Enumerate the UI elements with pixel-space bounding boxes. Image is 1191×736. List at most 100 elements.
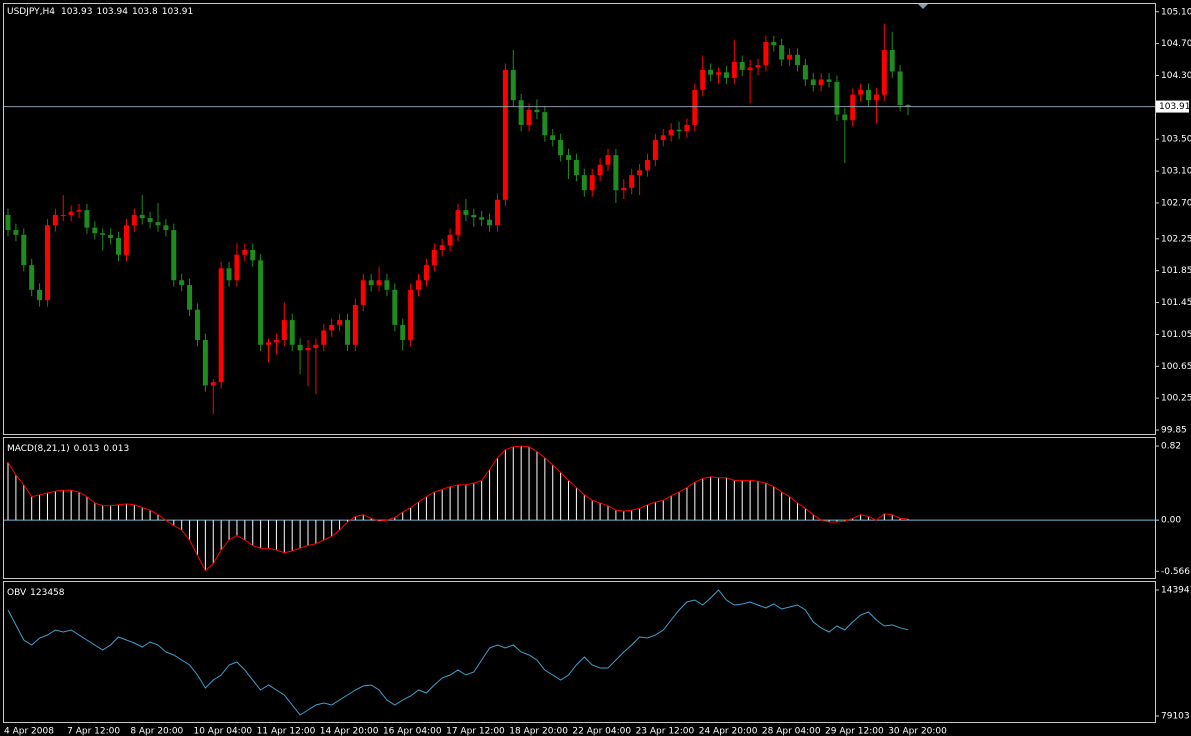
- candle-body: [179, 280, 185, 286]
- y-tick-label: 104.30: [1161, 71, 1191, 81]
- candle-body: [321, 330, 327, 345]
- candle-body: [873, 94, 879, 101]
- candle-body: [747, 67, 753, 70]
- candle-body: [566, 155, 572, 160]
- candle-body: [187, 285, 193, 310]
- x-tick-label: 18 Apr 20:00: [509, 727, 568, 736]
- candle-body: [487, 219, 493, 226]
- candle-body: [329, 324, 335, 331]
- candle-body: [163, 225, 169, 231]
- candle-body: [731, 61, 737, 78]
- y-tick-label: 99.85: [1161, 426, 1187, 436]
- candle-body: [810, 79, 816, 86]
- candle-body: [463, 210, 469, 215]
- candle-body: [447, 234, 453, 246]
- x-tick-label: 8 Apr 20:00: [130, 727, 183, 736]
- obv-line: [7, 589, 909, 716]
- x-tick-label: 7 Apr 12:00: [67, 727, 120, 736]
- candle-body: [234, 254, 240, 281]
- y-tick-label: 104.70: [1161, 39, 1191, 49]
- candle-body: [771, 42, 777, 46]
- macd-header: MACD(8,21,1) 0.013 0.013: [7, 444, 129, 454]
- candle-body: [866, 89, 872, 101]
- x-tick-label: 23 Apr 12:00: [636, 727, 695, 736]
- candle-body: [171, 230, 177, 281]
- open-value: 103.93: [61, 7, 93, 17]
- y-tick-label: 100.25: [1161, 394, 1191, 404]
- candle-body: [558, 140, 564, 156]
- candle-body: [439, 245, 445, 250]
- candle-body: [123, 225, 129, 255]
- candle-body: [779, 45, 785, 60]
- macd-signal-value: 0.013: [103, 444, 129, 454]
- candle-body: [139, 214, 145, 219]
- candle-body: [423, 265, 429, 281]
- obv-panel-frame: [3, 581, 1156, 723]
- obv-value: 123458: [30, 588, 65, 598]
- candle-body: [763, 42, 769, 66]
- y-tick-label: 0.82: [1161, 442, 1181, 452]
- candle-body: [131, 214, 137, 226]
- candle-body: [621, 187, 627, 191]
- candle-body: [147, 218, 153, 223]
- macd-value: 0.013: [74, 444, 100, 454]
- candle-body: [92, 227, 98, 234]
- candle-body: [29, 265, 35, 290]
- candle-body: [266, 342, 272, 345]
- candle-body: [802, 65, 808, 80]
- y-tick-label: 103.50: [1161, 135, 1191, 145]
- candle-body: [360, 280, 366, 305]
- candle-body: [400, 324, 406, 340]
- candle-body: [416, 280, 422, 290]
- price-box-label: 103.91: [1159, 102, 1191, 112]
- candle-body: [13, 230, 19, 235]
- candle-body: [794, 54, 800, 66]
- candle-body: [368, 280, 374, 286]
- candle-body: [581, 175, 587, 191]
- candle-body: [68, 211, 74, 215]
- symbol-title: USDJPY,H4: [7, 7, 55, 17]
- candle-body: [787, 54, 793, 60]
- candle-body: [637, 170, 643, 176]
- candle-body: [313, 344, 319, 348]
- candle-body: [534, 109, 540, 113]
- candle-body: [37, 289, 43, 301]
- candle-body: [526, 109, 532, 125]
- candle-body: [84, 210, 90, 228]
- candle-body: [494, 199, 500, 226]
- x-tick-label: 30 Apr 20:00: [888, 727, 947, 736]
- candle-body: [597, 164, 603, 176]
- candle-body: [897, 71, 903, 105]
- candle-body: [716, 72, 722, 75]
- candle-body: [194, 309, 200, 340]
- candle-body: [431, 249, 437, 266]
- candle-body: [44, 225, 50, 301]
- candle-body: [858, 89, 864, 95]
- price-box: [1156, 100, 1189, 113]
- y-tick-label: 0.00: [1161, 516, 1181, 526]
- candle-body: [60, 214, 66, 216]
- candle-body: [384, 280, 390, 290]
- high-value: 103.94: [96, 7, 128, 17]
- candle-body: [100, 233, 106, 235]
- candle-body: [613, 155, 619, 191]
- candle-body: [21, 234, 27, 266]
- candle-body: [210, 382, 216, 386]
- candle-body: [881, 50, 887, 95]
- candle-body: [281, 320, 287, 340]
- y-tick-label: -0.566: [1161, 567, 1190, 577]
- main-header: USDJPY,H4 103.93 103.94 103.8 103.91: [7, 7, 193, 17]
- candle-body: [344, 320, 350, 345]
- candle-body: [202, 339, 208, 386]
- candle-body: [834, 81, 840, 115]
- candle-body: [108, 234, 114, 239]
- candle-body: [305, 347, 311, 351]
- candle-body: [218, 268, 224, 383]
- main-panel-frame: [3, 3, 1156, 435]
- y-tick-label: 101.85: [1161, 266, 1191, 276]
- candle-body: [250, 249, 256, 261]
- candle-body: [376, 280, 382, 286]
- candle-body: [668, 129, 674, 136]
- candle-body: [889, 50, 895, 72]
- x-tick-label: 24 Apr 20:00: [699, 727, 758, 736]
